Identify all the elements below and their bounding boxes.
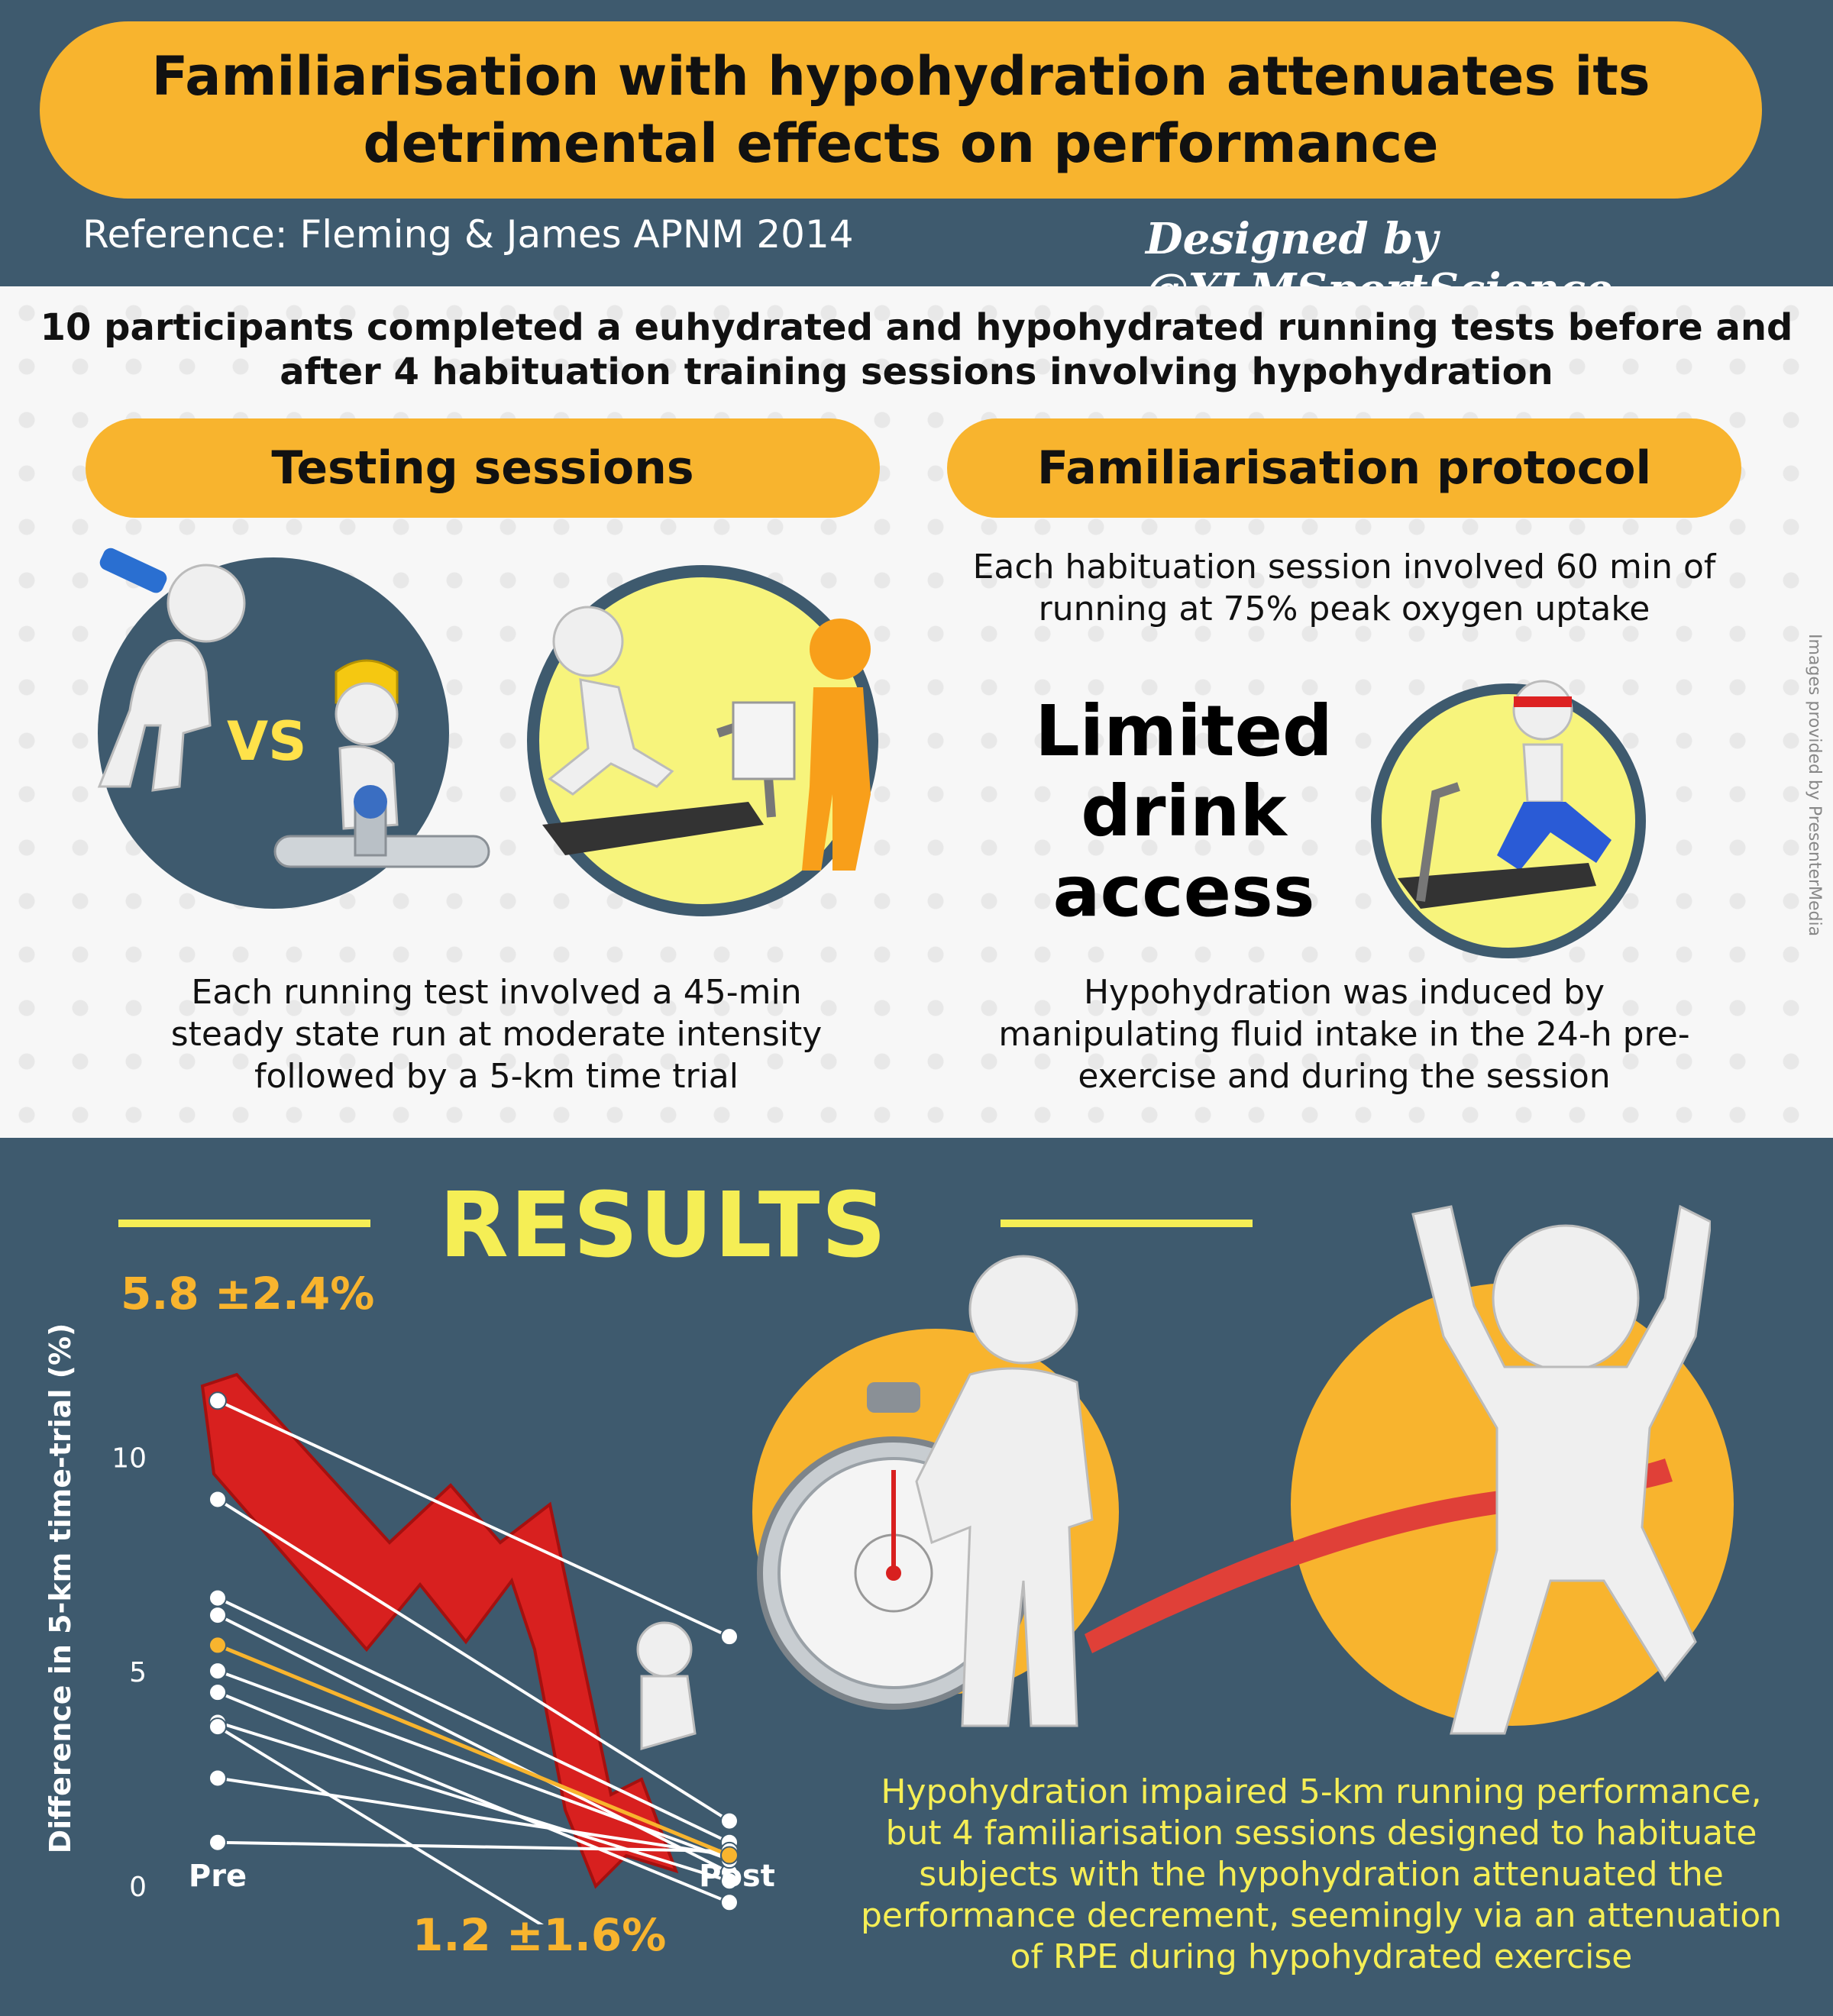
participant-post-point (720, 1811, 739, 1830)
intro-text: 10 participants completed a euhydrated a… (40, 306, 1793, 393)
results-rule-right (1001, 1220, 1253, 1227)
y-tick-label: 0 (129, 1872, 147, 1903)
participant-pre-point (209, 1833, 227, 1852)
participant-pre-point (209, 1683, 227, 1702)
participant-post-point (720, 1627, 739, 1646)
mean-post-point (720, 1846, 739, 1865)
participant-post-point (720, 1872, 739, 1891)
y-tick-label: 10 (112, 1443, 147, 1474)
participant-line (216, 1725, 545, 1924)
header-band: Familiarisation with hypohydration atten… (0, 0, 1833, 315)
limited-drink-access-text: Limited drink access (1035, 690, 1333, 932)
valve-worker-icon (273, 659, 490, 868)
participant-pre-point (209, 1662, 227, 1681)
mean-series-line (217, 1643, 730, 1857)
performance-chart: Difference in 5-km time-trial (%) 0 5 10 P… (44, 1323, 775, 1924)
mean-pre-point (209, 1636, 227, 1655)
y-tick-label: 5 (129, 1657, 147, 1688)
headband-runner-icon (1398, 680, 1612, 909)
title-banner: Familiarisation with hypohydration atten… (40, 21, 1762, 199)
conclusion-text: Hypohydration impaired 5-km running perf… (860, 1772, 1783, 1976)
pre-mean-stat: 5.8 ±2.4% (121, 1268, 375, 1320)
participant-pre-point (209, 1717, 227, 1737)
leaning-figure-icon (915, 1255, 1094, 1727)
participant-pre-point (209, 1769, 227, 1788)
participant-line (217, 1596, 730, 1844)
post-mean-stat: 1.2 ±1.6% (412, 1909, 667, 1961)
familiarisation-description: Each habituation session involved 60 min… (972, 548, 1716, 628)
participant-pre-point (209, 1490, 227, 1509)
vs-label: VS (227, 710, 307, 773)
testing-description: Each running test involved a 45-min stea… (170, 973, 823, 1096)
falling-figure-icon (636, 1621, 697, 1750)
image-credit: Images provided by PresenterMedia (1805, 634, 1824, 937)
y-axis-label: Difference in 5-km time-trial (%) (44, 1323, 77, 1854)
participant-pre-point (209, 1606, 227, 1625)
participant-line (217, 1840, 730, 1853)
drinking-figure-icon (97, 548, 246, 792)
x-category-label: Post (699, 1859, 775, 1894)
participant-line (217, 1691, 730, 1905)
participant-post-point (720, 1893, 739, 1912)
familiarisation-heading: Familiarisation protocol (947, 418, 1741, 518)
participant-line (217, 1399, 730, 1638)
participant-line (217, 1669, 730, 1862)
participant-pre-point (209, 1588, 227, 1607)
celebrating-winner-icon (1411, 1204, 1711, 1735)
testing-sessions-heading: Testing sessions (86, 418, 880, 518)
participant-pre-point (209, 1391, 227, 1410)
y-axis-label-group: Difference in 5-km time-trial (%) (44, 1323, 77, 1854)
x-category-label: Pre (189, 1859, 247, 1894)
participant-line (217, 1776, 730, 1857)
hypohydration-method: Hypohydration was induced by manipulatin… (998, 973, 1690, 1096)
treadmill-runner-icon (542, 606, 871, 871)
participant-line (216, 1497, 731, 1823)
results-title: RESULTS (439, 1172, 888, 1278)
decline-arrow-icon (200, 1372, 679, 1889)
participant-line (217, 1720, 730, 1883)
results-rule-left (118, 1220, 370, 1227)
reference-text: Reference: Fleming & James APNM 2014 (82, 212, 854, 257)
page-title: Familiarisation with hypohydration atten… (151, 45, 1650, 175)
